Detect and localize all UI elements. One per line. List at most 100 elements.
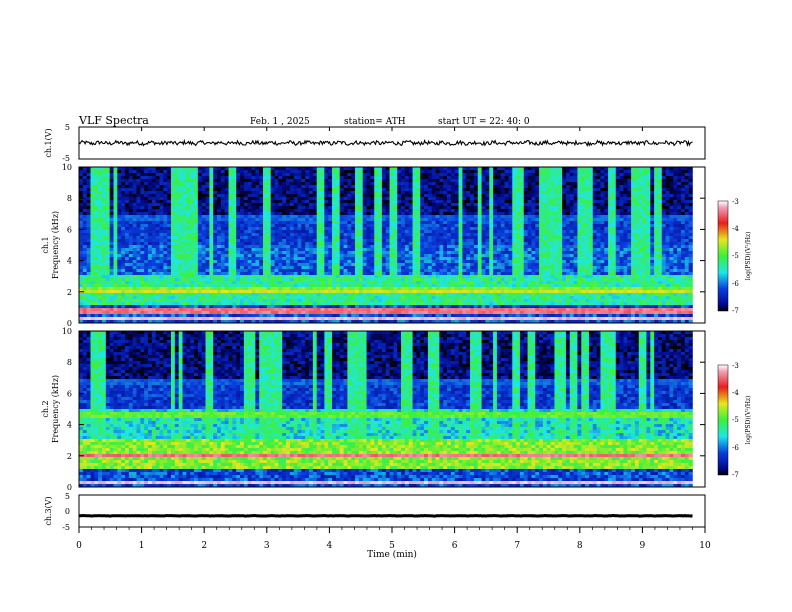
spectrogram-cell [224, 308, 229, 312]
spectrogram-cell [362, 245, 367, 249]
spectrogram-cell [443, 239, 448, 243]
spectrogram-cell [358, 290, 364, 294]
spectrogram-cell [220, 245, 225, 249]
spectrogram-cell [159, 308, 164, 312]
spectrogram-cell [105, 203, 110, 207]
spectrogram-cell [335, 245, 341, 249]
spectrogram-cell [148, 197, 153, 201]
spectrogram-cell [266, 230, 272, 234]
spectrogram-cell [247, 275, 252, 279]
spectrogram-cell [316, 254, 321, 258]
spectrogram-cell [182, 185, 187, 189]
spectrogram-cell [205, 173, 210, 177]
spectrogram-cell [297, 248, 302, 252]
spectrogram-cell [121, 173, 126, 177]
spectrogram-cell [98, 236, 103, 240]
spectrogram-cell [263, 299, 268, 303]
spectrogram-cell [94, 194, 99, 198]
spectrogram-cell [140, 281, 145, 285]
spectrogram-cell [266, 167, 272, 171]
spectrogram-cell [332, 296, 337, 300]
spectrogram-cell [117, 206, 122, 210]
spectrogram-cell [312, 176, 318, 180]
spectrogram-cell [335, 221, 341, 225]
spectrogram-cell [79, 320, 84, 324]
spectrogram-cell [159, 179, 164, 183]
spectrogram-cell [389, 305, 394, 309]
spectrogram-cell [416, 257, 421, 261]
spectrogram-cell [316, 293, 321, 297]
spectrogram-cell [320, 191, 325, 195]
spectrogram-cell [117, 248, 122, 252]
spectrogram-cell [236, 293, 241, 297]
spectrogram-cell [167, 242, 172, 246]
spectrogram-cell [355, 203, 360, 207]
spectrogram-cell [416, 293, 421, 297]
spectrogram-cell [144, 302, 149, 306]
spectrogram-cell [282, 320, 287, 324]
spectrogram-cell [266, 263, 272, 267]
spectrogram-cell [427, 257, 433, 261]
spectrogram-cell [408, 251, 413, 255]
spectrogram-cell [370, 170, 375, 174]
spectrogram-cell [247, 272, 252, 276]
spectrogram-cell [209, 197, 214, 201]
spectrogram-cell [255, 215, 260, 219]
spectrogram-cell [431, 179, 436, 183]
spectrogram-cell [86, 281, 91, 285]
spectrogram-cell [278, 185, 283, 189]
spectrogram-cell [205, 224, 210, 228]
spectrogram-cell [82, 302, 87, 306]
spectrogram-cell [182, 182, 187, 186]
spectrogram-cell [366, 245, 371, 249]
spectrogram-cell [320, 185, 325, 189]
spectrogram-cell [86, 206, 91, 210]
spectrogram-cell [412, 308, 417, 312]
spectrogram-cell [128, 227, 133, 231]
spectrogram-cell [79, 230, 84, 234]
spectrogram-cell [332, 239, 337, 243]
spectrogram-cell [427, 212, 433, 216]
spectrogram-cell [213, 293, 218, 297]
spectrogram-cell [274, 272, 279, 276]
spectrogram-cell [420, 245, 425, 249]
spectrogram-cell [420, 269, 425, 273]
spectrogram-cell [236, 260, 241, 264]
spectrogram-cell [255, 209, 260, 213]
spectrogram-cell [378, 257, 383, 261]
spectrogram-cell [86, 215, 91, 219]
spectrogram-cell [393, 239, 398, 243]
spectrogram-cell [381, 206, 387, 210]
spectrogram-cell [301, 203, 306, 207]
spectrogram-cell [266, 296, 272, 300]
spectrogram-cell [167, 200, 172, 204]
spectrogram-cell [174, 290, 179, 294]
spectrogram-cell [186, 305, 191, 309]
spectrogram-cell [86, 257, 91, 261]
spectrogram-cell [431, 185, 436, 189]
spectrogram-cell [98, 278, 103, 282]
spectrogram-cell [217, 311, 222, 315]
spectrogram-cell [140, 311, 145, 315]
spectrogram-cell [109, 188, 114, 192]
spectrogram-cell [305, 170, 310, 174]
spectrogram-cell [136, 194, 141, 198]
spectrogram-cell [431, 272, 436, 276]
spectrogram-cell [205, 317, 210, 321]
spectrogram-cell [190, 218, 195, 222]
spectrogram-cell [79, 212, 84, 216]
spectrogram-cell [144, 266, 149, 270]
spectrogram-cell [408, 275, 413, 279]
spectrogram-cell [362, 248, 367, 252]
spectrogram-cell [128, 239, 133, 243]
spectrogram-cell [289, 275, 295, 279]
spectrogram-cell [297, 290, 302, 294]
spectrogram-cell [351, 176, 356, 180]
spectrogram-cell [102, 230, 107, 234]
spectrogram-cell [105, 176, 110, 180]
spectrogram-cell [343, 176, 348, 180]
spectrogram-cell [182, 224, 187, 228]
spectrogram-cell [236, 167, 241, 171]
spectrogram-cell [270, 215, 275, 219]
spectrogram-cell [324, 191, 329, 195]
